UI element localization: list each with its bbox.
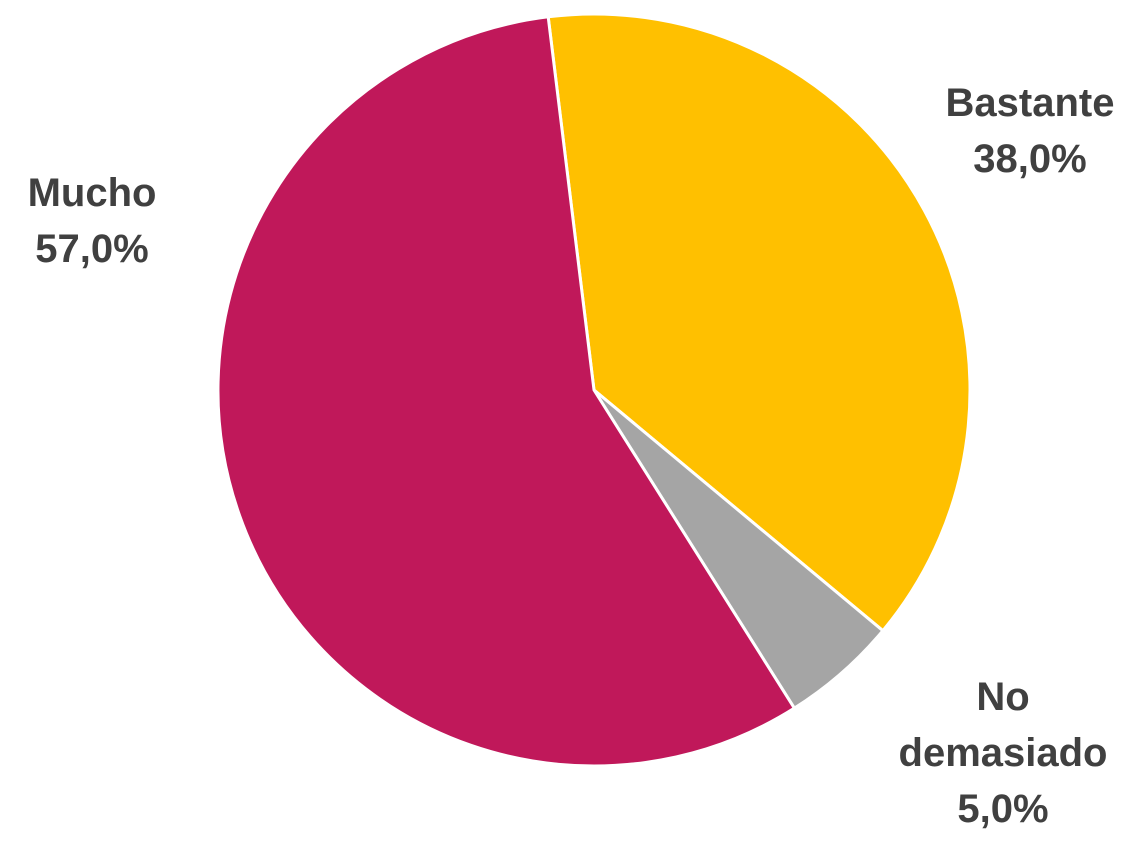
pie-label-mucho: Mucho 57,0% <box>28 171 157 271</box>
pie-value-label: 5,0% <box>957 787 1048 831</box>
pie-category-label: Mucho <box>28 171 157 215</box>
pie-category-label: No <box>976 675 1029 719</box>
pie-value-label: 38,0% <box>973 137 1086 181</box>
pie-slice-mucho <box>216 15 796 768</box>
pie-label-bastante: Bastante 38,0% <box>946 81 1115 181</box>
pie-category-label: Bastante <box>946 81 1115 125</box>
pie-slice-bastante <box>546 12 972 633</box>
pie-label-no-demasiado: No demasiado 5,0% <box>899 675 1108 831</box>
pie-value-label: 57,0% <box>35 227 148 271</box>
pie-category-label: demasiado <box>899 731 1108 775</box>
pie-slices <box>216 12 972 768</box>
pie-labels: Bastante 38,0% No demasiado 5,0% Mucho 57,0% <box>28 81 1115 831</box>
